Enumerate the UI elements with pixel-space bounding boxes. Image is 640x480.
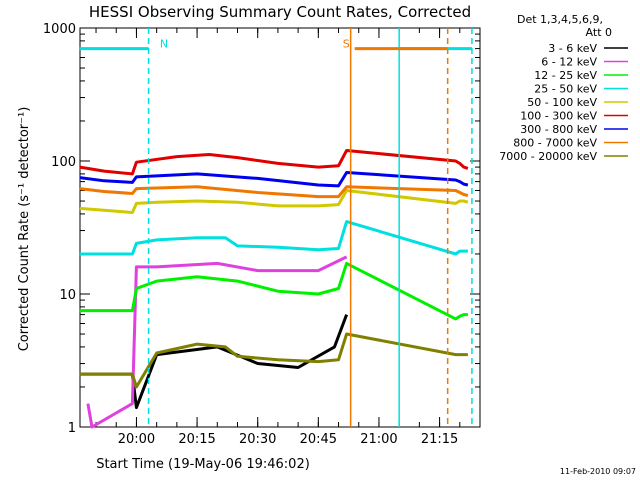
legend-label: 3 - 6 keV	[548, 42, 597, 55]
x-tick-label: 20:15	[178, 432, 215, 447]
y-tick-label: 1000	[43, 22, 76, 37]
y-tick-label: 1	[68, 421, 76, 436]
y-tick-label: 100	[51, 155, 76, 170]
series-line-3	[79, 220, 468, 256]
y-axis-label: Corrected Count Rate (s⁻¹ detector⁻¹)	[17, 107, 32, 352]
series-line-6	[79, 171, 469, 188]
x-tick-label: 21:00	[360, 432, 397, 447]
x-tick-label: 20:45	[300, 432, 337, 447]
x-tick-label: 20:00	[118, 432, 155, 447]
legend-label: 12 - 25 keV	[534, 69, 597, 82]
series-line-7	[79, 185, 469, 199]
legend-label: 25 - 50 keV	[534, 83, 597, 96]
plot-area: 1 10 100 1000 20:00 20:15 20:30 20:45 21:00 21:15…	[43, 22, 628, 447]
legend-title-line-1: Det 1,3,4,5,6,9,	[517, 13, 603, 26]
legend-label: 6 - 12 keV	[541, 56, 597, 69]
series-line-8	[79, 332, 468, 389]
series-line-4	[79, 189, 469, 214]
legend-label: 50 - 100 keV	[527, 96, 597, 109]
legend-title-line-2: Att 0	[586, 26, 612, 39]
series-line-5	[79, 149, 469, 176]
x-axis-label: Start Time (19-May-06 19:46:02)	[96, 457, 310, 472]
chart-title: HESSI Observing Summary Count Rates, Cor…	[89, 3, 471, 21]
y-tick-label: 10	[59, 288, 76, 303]
legend-label: 800 - 7000 keV	[513, 137, 597, 150]
plot-frame	[79, 27, 481, 428]
legend-label: 300 - 800 keV	[520, 123, 597, 136]
x-tick-label: 20:30	[239, 432, 276, 447]
generation-timestamp: 11-Feb-2010 09:07	[560, 467, 636, 476]
x-tick-label: 21:15	[421, 432, 458, 447]
series-line-2	[79, 261, 468, 321]
flag-label-N: N	[160, 38, 168, 51]
series-line-1	[86, 255, 348, 429]
legend-label: 7000 - 20000 keV	[499, 150, 597, 163]
flag-label-S: S	[343, 38, 350, 51]
legend-label: 100 - 300 keV	[520, 110, 597, 123]
